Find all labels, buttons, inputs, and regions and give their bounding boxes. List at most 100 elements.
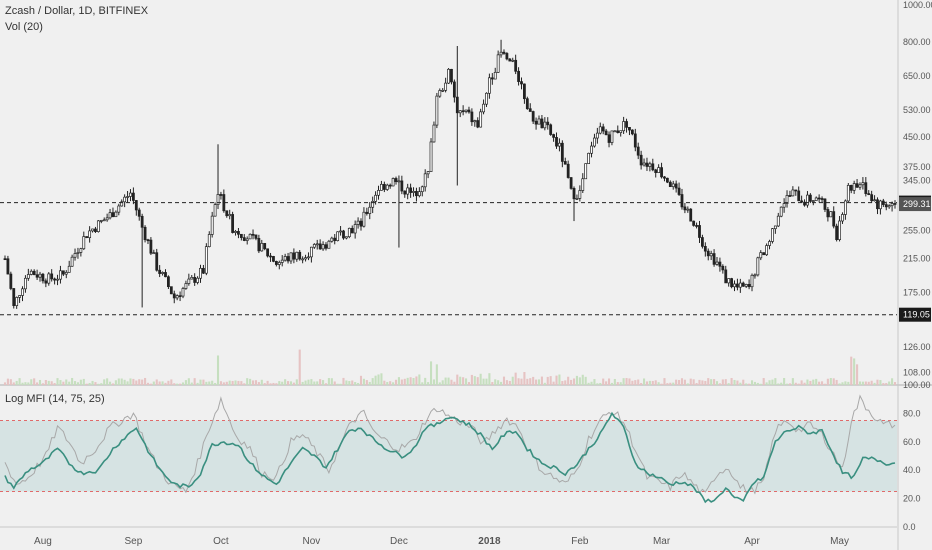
volume-bar (622, 378, 625, 385)
volume-bar (9, 379, 12, 385)
candle-body (841, 214, 844, 222)
mfi-lines (4, 394, 896, 504)
candle-body (709, 253, 713, 257)
volume-bar (467, 382, 471, 385)
candle-body (779, 206, 783, 217)
volume-bar (187, 378, 190, 385)
volume-bar (841, 382, 844, 385)
volume-bar (170, 379, 173, 385)
volume-indicator-label[interactable]: Vol (20) (5, 21, 43, 33)
time-axis-label: Nov (302, 536, 320, 547)
candle-body (703, 246, 707, 252)
candle-body (566, 163, 570, 178)
volume-bar (263, 383, 266, 385)
candle-body (406, 187, 410, 195)
candle-body (677, 187, 681, 195)
volume-bar (123, 379, 126, 385)
volume-bar (228, 380, 231, 385)
volume-bar (596, 383, 599, 385)
candle-body (277, 262, 281, 265)
volume-bar (505, 380, 508, 385)
time-axis-label: Dec (390, 536, 408, 547)
volume-bar (535, 379, 538, 385)
volume-bar (549, 376, 552, 385)
volume-bar (873, 382, 876, 385)
candle-body (438, 90, 442, 97)
candle-body (610, 130, 614, 143)
volume-bar (18, 378, 21, 385)
candle-body (231, 214, 235, 233)
candle-body (633, 133, 637, 148)
volume-bar (587, 382, 590, 385)
volume-bar (243, 383, 246, 385)
candle-body (843, 200, 847, 215)
candle-body (458, 110, 462, 114)
candle-body (64, 272, 68, 275)
candle-body (879, 200, 882, 210)
candle-body (134, 200, 138, 211)
volume-bar (278, 381, 281, 385)
volume-bar (704, 380, 707, 385)
candle-body (108, 212, 112, 219)
candle-body (776, 215, 780, 227)
volume-bar (733, 379, 736, 385)
candle-body (105, 217, 109, 221)
volume-bar (715, 381, 719, 385)
volume-bar (648, 380, 651, 385)
volume-bar (523, 372, 526, 385)
candle-body (773, 225, 777, 230)
volume-bar (847, 381, 850, 385)
volume-bar (491, 382, 494, 385)
candle-body (511, 59, 515, 62)
volume-bar (103, 379, 106, 385)
candle-body (380, 183, 383, 191)
candle-body (280, 259, 284, 263)
candle-body (832, 211, 836, 227)
candle-body (61, 270, 65, 275)
volume-bar (196, 382, 199, 385)
candle-body (53, 278, 57, 281)
volume-bar (858, 381, 862, 385)
candle-body (79, 248, 83, 253)
volume-bar (748, 383, 751, 385)
volume-bar (427, 382, 430, 385)
candle-body (207, 234, 211, 248)
volume-bar (313, 381, 316, 385)
candle-body (304, 257, 307, 260)
candle-body (417, 191, 421, 197)
volume-bar (803, 382, 806, 385)
volume-bar (774, 378, 777, 385)
volume-bar (333, 381, 336, 385)
volume-bar (94, 382, 97, 385)
volume-bar (73, 381, 77, 385)
volume-bar (785, 383, 789, 385)
volume-bar (257, 382, 260, 385)
volume-bar (322, 380, 325, 385)
volume-bar (663, 378, 666, 385)
volume-bar (537, 379, 541, 385)
candle-body (867, 193, 871, 195)
candle-body (318, 243, 322, 250)
mfi-indicator-label[interactable]: Log MFI (14, 75, 25) (5, 393, 105, 405)
volume-bar (3, 382, 7, 385)
candle-body (35, 274, 39, 278)
volume-bar (62, 381, 65, 385)
candle-body (420, 186, 424, 193)
candle-body (613, 130, 617, 133)
candle-body (490, 77, 494, 80)
volume-bar (794, 382, 797, 385)
candle-body (543, 121, 547, 129)
volume-bar (173, 383, 176, 385)
volume-bar (85, 383, 88, 385)
volume-bar (307, 379, 310, 385)
candle-body (12, 288, 16, 306)
candle-body (114, 211, 118, 218)
volume-bar (316, 381, 319, 385)
volume-bar (444, 377, 447, 385)
last-price-tag (899, 197, 931, 212)
candle-body (791, 189, 795, 197)
candle-body (595, 132, 599, 139)
candle-body (759, 252, 763, 259)
candle-body (336, 231, 340, 241)
